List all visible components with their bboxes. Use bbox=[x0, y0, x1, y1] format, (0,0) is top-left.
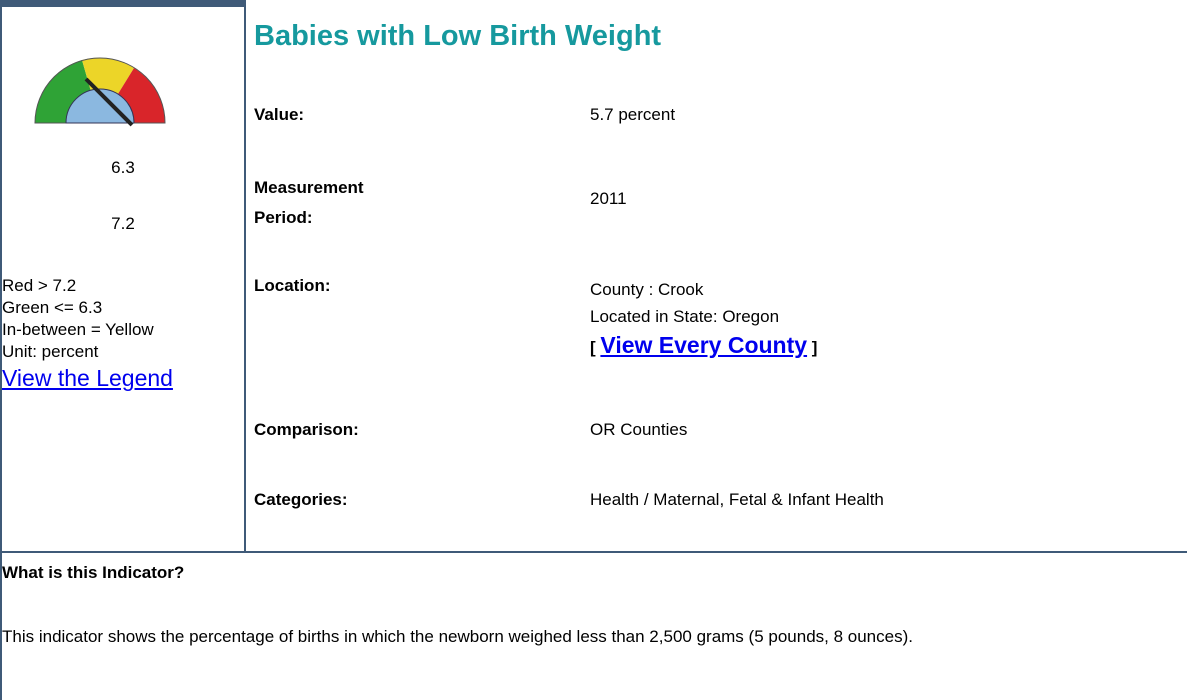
indicator-description: This indicator shows the percentage of b… bbox=[2, 627, 913, 646]
left-border bbox=[0, 0, 2, 700]
legend: Red > 7.2 Green <= 6.3 In-between = Yell… bbox=[2, 275, 173, 393]
top-bar bbox=[0, 0, 246, 7]
title: Babies with Low Birth Weight bbox=[254, 20, 662, 52]
field-label: Measurement Period: bbox=[254, 173, 364, 233]
location-line: County : Crook bbox=[590, 280, 704, 299]
legend-line: Unit: percent bbox=[2, 342, 99, 361]
indicator-heading: What is this Indicator? bbox=[2, 563, 185, 582]
column-divider bbox=[244, 0, 246, 552]
field-label: Location: bbox=[254, 276, 331, 295]
bracket: [ bbox=[590, 338, 596, 357]
label-line: Period: bbox=[254, 208, 313, 227]
gauge-green-threshold: 6.3 bbox=[111, 158, 135, 177]
gauge-needle bbox=[84, 77, 134, 127]
location-link-row: [ View Every County ] bbox=[590, 332, 817, 361]
gauge-icon bbox=[34, 57, 166, 127]
section-divider bbox=[0, 551, 1187, 553]
legend-line: Red > 7.2 bbox=[2, 276, 77, 295]
field-value: OR Counties bbox=[590, 420, 688, 439]
field-label: Categories: bbox=[254, 490, 348, 509]
location-line: Located in State: Oregon bbox=[590, 307, 780, 326]
gauge-outline bbox=[34, 57, 166, 124]
bracket: ] bbox=[811, 338, 818, 357]
county-link[interactable]: View Every County bbox=[600, 332, 808, 358]
field-value: County : Crook Located in State: Oregon … bbox=[590, 276, 817, 361]
field-value: 2011 bbox=[590, 189, 627, 208]
legend-link[interactable]: View the Legend bbox=[2, 365, 173, 391]
field-label: Value: bbox=[254, 105, 305, 124]
label-line: Measurement bbox=[254, 178, 364, 197]
field-value: Health / Maternal, Fetal & Infant Health bbox=[590, 490, 884, 509]
field-value: 5.7 percent bbox=[590, 105, 676, 124]
field-label: Comparison: bbox=[254, 420, 359, 439]
legend-line: In-between = Yellow bbox=[2, 320, 154, 339]
legend-line: Green <= 6.3 bbox=[2, 298, 103, 317]
gauge-dial bbox=[65, 88, 135, 124]
gauge-red-threshold: 7.2 bbox=[111, 214, 135, 233]
